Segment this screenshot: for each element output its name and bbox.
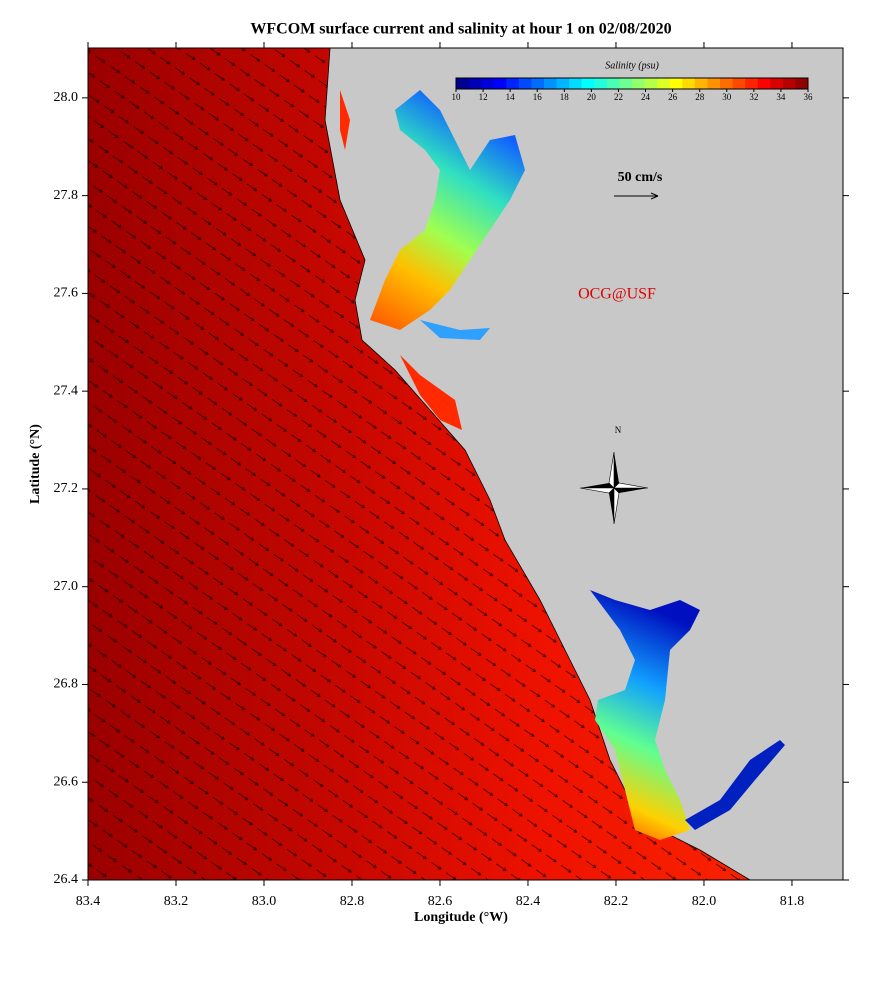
- frame: [87, 47, 844, 881]
- colorbar-tick-label: 36: [804, 92, 814, 102]
- colorbar-cell: [682, 78, 696, 89]
- y-tick-label: 27.6: [54, 286, 79, 301]
- colorbar-cell: [531, 78, 545, 89]
- y-tick-label: 28.0: [54, 90, 79, 105]
- colorbar-cell: [468, 78, 482, 89]
- river: [685, 740, 785, 830]
- y-tick-label: 27.8: [54, 188, 79, 203]
- y-axis-label: Latitude (°N): [28, 424, 43, 504]
- x-tick-label: 83.4: [76, 894, 101, 909]
- colorbar-tick-label: 14: [506, 92, 516, 102]
- colorbar-cell: [594, 78, 608, 89]
- colorbar-tick-label: 20: [587, 92, 597, 102]
- colorbar-cell: [657, 78, 671, 89]
- watermark: OCG@USF: [578, 286, 656, 303]
- x-tick-label: 82.0: [692, 894, 717, 909]
- colorbar-cell: [770, 78, 784, 89]
- colorbar-tick-label: 22: [614, 92, 623, 102]
- colorbar-tick-label: 34: [776, 92, 786, 102]
- colorbar-tick-label: 16: [533, 92, 543, 102]
- colorbar-cell: [518, 78, 532, 89]
- y-tick-label: 26.6: [54, 774, 79, 789]
- colorbar-cell: [569, 78, 583, 89]
- colorbar-tick-label: 26: [668, 92, 678, 102]
- colorbar-tick-label: 32: [749, 92, 758, 102]
- colorbar-tick-label: 24: [641, 92, 651, 102]
- x-tick-label: 82.6: [428, 894, 453, 909]
- colorbar-tick-label: 18: [560, 92, 570, 102]
- colorbar-cell: [795, 78, 809, 89]
- y-tick-label: 26.4: [54, 872, 79, 887]
- colorbar-tick-label: 28: [695, 92, 705, 102]
- x-tick-label: 81.8: [780, 894, 805, 909]
- colorbar-tick-label: 30: [722, 92, 732, 102]
- compass: N: [579, 425, 649, 525]
- scale-arrow-head: [650, 192, 659, 200]
- colorbar-cell: [732, 78, 746, 89]
- x-tick-label: 82.2: [604, 894, 629, 909]
- colorbar-cell: [745, 78, 759, 89]
- colorbar-outline: [455, 77, 809, 90]
- colorbar-cell: [581, 78, 595, 89]
- x-tick-label: 82.8: [340, 894, 365, 909]
- colorbar-cell: [669, 78, 683, 89]
- y-tick-label: 27.4: [54, 383, 79, 398]
- y-tick-label: 27.2: [54, 481, 79, 496]
- colorbar-tick-label: 12: [479, 92, 488, 102]
- colorbar-cell: [632, 78, 646, 89]
- title: WFCOM surface current and salinity at ho…: [250, 21, 671, 38]
- x-axis-label: Longitude (°W): [414, 910, 508, 925]
- x-tick-label: 83.2: [164, 894, 189, 909]
- colorbar-cell: [481, 78, 495, 89]
- tampa-bay: [370, 90, 525, 330]
- colorbar-label: Salinity (psu): [605, 60, 659, 71]
- colorbar-cell: [720, 78, 734, 89]
- x-tick-label: 82.4: [516, 894, 541, 909]
- colorbar-cell: [493, 78, 507, 89]
- colorbar-tick-label: 10: [452, 92, 462, 102]
- colorbar-cell: [707, 78, 721, 89]
- map-area: [88, 48, 843, 880]
- colorbar-cell: [456, 78, 470, 89]
- colorbar-cell: [506, 78, 520, 89]
- y-tick-label: 27.0: [54, 579, 79, 594]
- charlotte-harbor: [590, 590, 700, 840]
- x-tick-label: 83.0: [252, 894, 277, 909]
- colorbar-cell: [694, 78, 708, 89]
- scale-label: 50 cm/s: [618, 170, 663, 185]
- compass-label: N: [615, 425, 622, 435]
- colorbar-cell: [556, 78, 570, 89]
- colorbar-cell: [782, 78, 796, 89]
- bay-inlet: [420, 320, 490, 340]
- colorbar-cell: [757, 78, 771, 89]
- y-tick-label: 26.8: [54, 677, 79, 692]
- colorbar-cell: [544, 78, 558, 89]
- colorbar-cell: [619, 78, 633, 89]
- colorbar-cell: [644, 78, 658, 89]
- colorbar-cell: [606, 78, 620, 89]
